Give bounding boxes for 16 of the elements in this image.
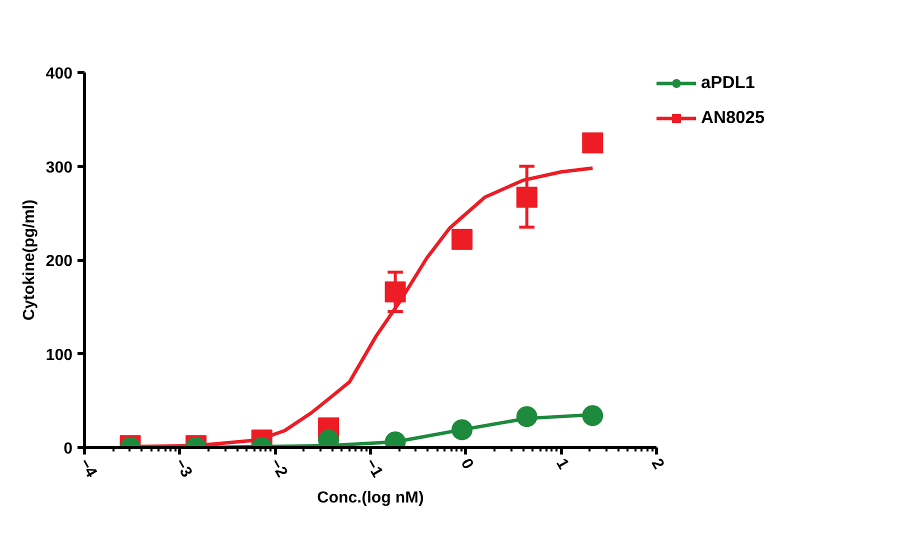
x-tick-label: 0 — [457, 456, 476, 472]
x-tick-label: −2 — [266, 456, 290, 480]
y-tick-label: 100 — [46, 346, 73, 364]
y-axis-title: Cytokine(pg/ml) — [20, 200, 38, 320]
x-tick-label: −3 — [171, 456, 196, 480]
y-tick-label: 300 — [46, 159, 73, 176]
y-tick-label: 200 — [46, 253, 73, 270]
x-axis-title: Conc.(log nM) — [317, 489, 424, 506]
x-tick-label: 2 — [648, 456, 668, 472]
y-tick-label: 400 — [46, 66, 73, 82]
x-tick-label: 1 — [552, 456, 572, 472]
legend-label: AN8025 — [701, 107, 765, 128]
legend-label: aPDL1 — [701, 72, 755, 93]
y-tick-label: 0 — [64, 440, 73, 458]
x-tick-label: −1 — [362, 456, 386, 480]
x-tick-label: −4 — [76, 456, 100, 480]
